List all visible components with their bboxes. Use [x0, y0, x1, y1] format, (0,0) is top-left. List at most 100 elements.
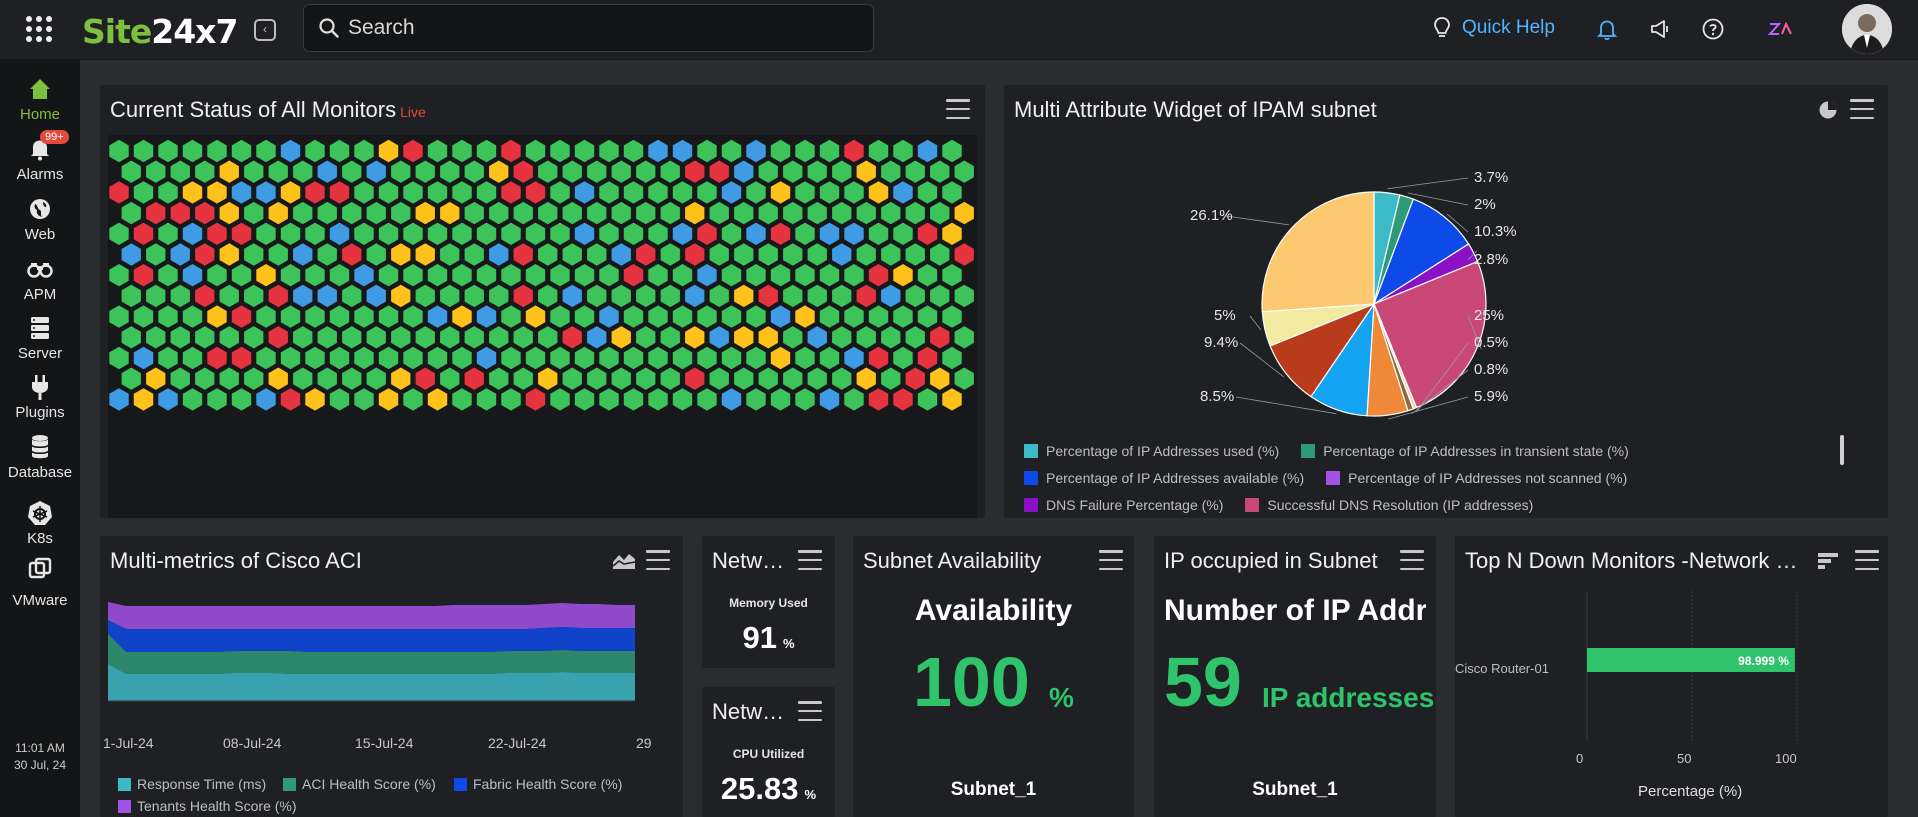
- monitor-hexagon[interactable]: [231, 222, 252, 245]
- monitor-hexagon[interactable]: [562, 367, 582, 390]
- monitor-hexagon[interactable]: [758, 243, 778, 266]
- monitor-hexagon[interactable]: [513, 326, 533, 349]
- monitor-hexagon[interactable]: [623, 181, 644, 204]
- monitor-hexagon[interactable]: [856, 367, 876, 390]
- monitor-hexagon[interactable]: [207, 181, 227, 204]
- monitor-hexagon[interactable]: [513, 160, 533, 183]
- monitor-hexagon[interactable]: [954, 284, 974, 308]
- monitor-hexagon[interactable]: [942, 222, 962, 245]
- monitor-hexagon[interactable]: [672, 222, 693, 245]
- monitor-hexagon[interactable]: [942, 139, 962, 163]
- sidebar-item-alarms[interactable]: 99+ Alarms: [0, 130, 80, 183]
- monitor-hexagon[interactable]: [819, 222, 840, 245]
- monitor-hexagon[interactable]: [317, 367, 337, 390]
- monitor-hexagon[interactable]: [464, 367, 484, 390]
- monitor-hexagon[interactable]: [783, 160, 803, 183]
- monitor-hexagon[interactable]: [868, 305, 889, 328]
- widget-menu-icon[interactable]: [798, 701, 822, 721]
- monitor-hexagon[interactable]: [207, 139, 227, 163]
- monitor-hexagon[interactable]: [415, 284, 435, 308]
- quick-help-link[interactable]: Quick Help: [1432, 14, 1555, 42]
- monitor-hexagon[interactable]: [611, 367, 631, 390]
- monitor-hexagon[interactable]: [746, 346, 766, 370]
- monitor-hexagon[interactable]: [403, 222, 423, 245]
- monitor-hexagon[interactable]: [354, 181, 374, 204]
- monitor-hexagon[interactable]: [893, 222, 913, 245]
- monitor-hexagon[interactable]: [342, 160, 362, 183]
- monitor-hexagon[interactable]: [807, 284, 827, 308]
- monitor-hexagon[interactable]: [709, 284, 729, 308]
- monitor-hexagon[interactable]: [476, 181, 497, 204]
- monitor-hexagon[interactable]: [562, 201, 582, 225]
- monitor-hexagon[interactable]: [709, 201, 729, 225]
- monitor-hexagon[interactable]: [109, 388, 129, 411]
- sidebar-item-home[interactable]: Home: [0, 74, 80, 123]
- monitor-hexagon[interactable]: [146, 367, 166, 390]
- monitor-hexagon[interactable]: [476, 139, 497, 163]
- monitor-hexagon[interactable]: [623, 346, 644, 370]
- monitor-hexagon[interactable]: [146, 326, 166, 349]
- monitor-hexagon[interactable]: [819, 388, 840, 411]
- monitor-hexagon[interactable]: [476, 388, 497, 411]
- legend-item[interactable]: Percentage of IP Addresses in transient …: [1301, 443, 1629, 459]
- monitor-hexagon[interactable]: [954, 201, 974, 225]
- legend-item[interactable]: Percentage of IP Addresses available (%): [1024, 470, 1304, 486]
- monitor-hexagon[interactable]: [415, 160, 435, 183]
- monitor-hexagon[interactable]: [623, 388, 644, 411]
- monitor-hexagon[interactable]: [832, 284, 852, 308]
- monitor-hexagon[interactable]: [623, 264, 644, 287]
- monitor-hexagon[interactable]: [648, 388, 668, 411]
- monitor-hexagon[interactable]: [636, 201, 656, 225]
- monitor-hexagon[interactable]: [256, 222, 276, 245]
- monitor-hexagon[interactable]: [844, 346, 864, 370]
- monitor-hexagon[interactable]: [182, 181, 203, 204]
- monitor-hexagon[interactable]: [525, 264, 546, 287]
- monitor-hexagon[interactable]: [721, 181, 742, 204]
- monitor-hexagon[interactable]: [893, 305, 913, 328]
- monitor-hexagon[interactable]: [219, 160, 239, 183]
- widget-menu-icon[interactable]: [1099, 550, 1123, 570]
- monitor-hexagon[interactable]: [685, 284, 705, 308]
- monitor-hexagon[interactable]: [770, 181, 791, 204]
- monitor-hexagon[interactable]: [489, 326, 509, 349]
- monitor-hexagon[interactable]: [354, 222, 374, 245]
- monitor-hexagon[interactable]: [207, 264, 227, 287]
- monitor-hexagon[interactable]: [158, 139, 178, 163]
- monitor-hexagon[interactable]: [660, 284, 680, 308]
- monitor-hexagon[interactable]: [685, 243, 705, 266]
- pie-slice[interactable]: [1261, 191, 1375, 313]
- monitor-hexagon[interactable]: [770, 139, 791, 163]
- monitor-hexagon[interactable]: [366, 367, 386, 390]
- monitor-hexagon[interactable]: [844, 181, 864, 204]
- area-series[interactable]: [108, 634, 635, 674]
- monitor-hexagon[interactable]: [574, 222, 595, 245]
- monitor-hexagon[interactable]: [513, 367, 533, 390]
- monitor-hexagon[interactable]: [158, 264, 178, 287]
- monitor-hexagon[interactable]: [795, 346, 815, 370]
- monitor-hexagon[interactable]: [758, 326, 778, 349]
- monitor-hexagon[interactable]: [746, 388, 766, 411]
- monitor-hexagon[interactable]: [170, 367, 190, 390]
- monitor-hexagon[interactable]: [256, 264, 276, 287]
- monitor-hexagon[interactable]: [648, 346, 668, 370]
- monitor-hexagon[interactable]: [158, 346, 178, 370]
- monitor-hexagon[interactable]: [231, 181, 252, 204]
- monitor-hexagon[interactable]: [207, 305, 227, 328]
- monitor-hexagon[interactable]: [501, 388, 521, 411]
- legend-scrollbar[interactable]: [1840, 435, 1844, 465]
- monitor-hexagon[interactable]: [501, 222, 521, 245]
- monitor-hexagon[interactable]: [550, 388, 570, 411]
- monitor-hexagon[interactable]: [121, 160, 141, 183]
- monitor-hexagon[interactable]: [954, 326, 974, 349]
- monitor-hexagon[interactable]: [391, 243, 411, 266]
- monitor-hexagon[interactable]: [709, 243, 729, 266]
- monitor-hexagon[interactable]: [366, 201, 386, 225]
- monitor-hexagon[interactable]: [550, 139, 570, 163]
- monitor-hexagon[interactable]: [942, 305, 962, 328]
- legend-item[interactable]: Successful DNS Resolution (IP addresses): [1245, 497, 1533, 513]
- monitor-hexagon[interactable]: [599, 305, 619, 328]
- monitor-hexagon[interactable]: [942, 388, 962, 411]
- monitor-hexagon[interactable]: [611, 160, 631, 183]
- monitor-hexagon[interactable]: [452, 181, 472, 204]
- monitor-hexagon[interactable]: [783, 326, 803, 349]
